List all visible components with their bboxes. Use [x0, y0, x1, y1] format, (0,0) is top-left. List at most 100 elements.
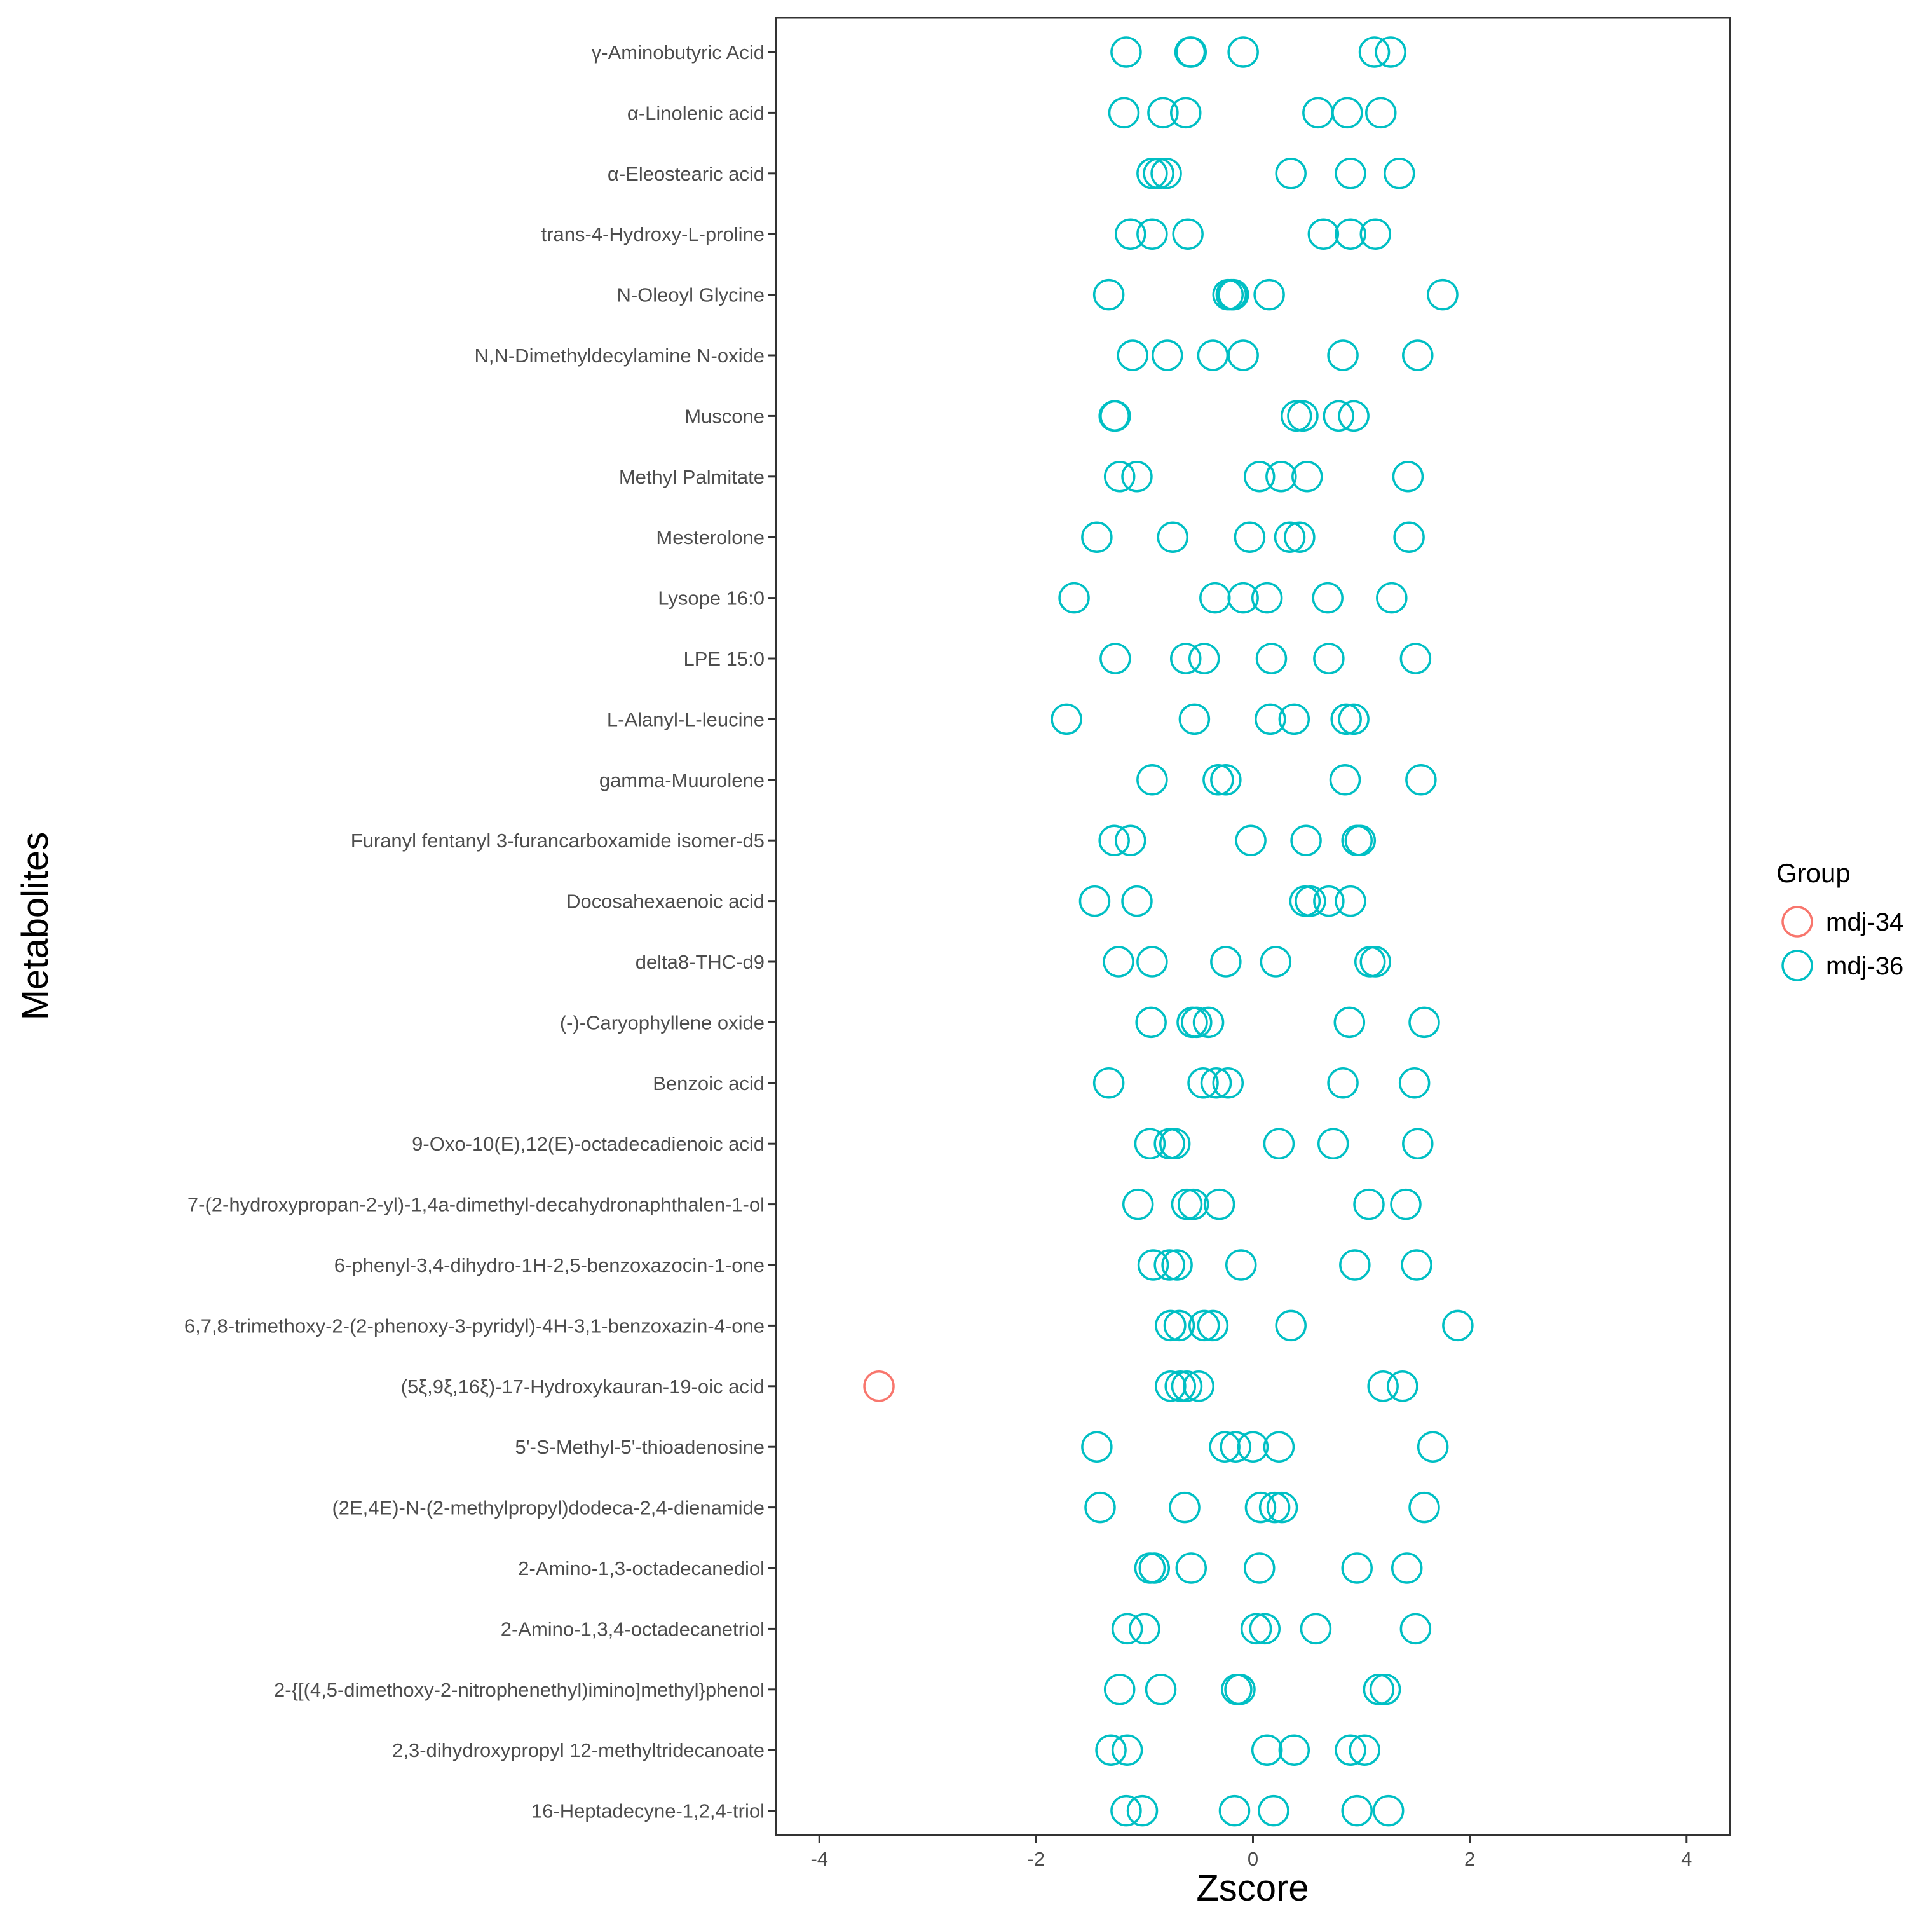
data-point	[1134, 1128, 1166, 1159]
y-tick-label: 16-Heptadecyne-1,2,4-triol	[531, 1800, 765, 1822]
data-points	[863, 36, 1474, 1827]
data-point	[1103, 1674, 1136, 1705]
data-point	[1398, 1067, 1431, 1099]
data-point	[1187, 1067, 1219, 1099]
data-point	[1115, 218, 1146, 250]
x-tick-label: 0	[1248, 1848, 1258, 1870]
data-point	[1200, 1067, 1232, 1099]
data-point	[1157, 521, 1189, 553]
data-point	[1121, 461, 1153, 493]
data-point	[1138, 1552, 1171, 1584]
x-tick-label: -2	[1028, 1848, 1045, 1870]
data-point	[1284, 521, 1316, 553]
data-point	[1295, 885, 1326, 917]
x-axis-title: Zscore	[1196, 1868, 1309, 1909]
data-point	[1243, 1552, 1276, 1584]
data-point	[1313, 885, 1345, 917]
data-point	[1344, 824, 1377, 856]
data-point	[1341, 824, 1373, 856]
data-point	[1171, 1370, 1203, 1402]
data-point	[1136, 764, 1168, 796]
data-point	[1263, 1431, 1295, 1463]
data-point	[1092, 1067, 1125, 1099]
data-point	[1129, 1613, 1160, 1645]
data-point	[1402, 1128, 1434, 1159]
legend: Group mdj-34 mdj-36	[1776, 858, 1903, 981]
y-axis-title: Metabolites	[15, 832, 56, 1021]
data-point	[1253, 278, 1285, 311]
data-point	[863, 1370, 895, 1402]
y-tick-label: 6,7,8-trimethoxy-2-(2-phenoxy-3-pyridyl)…	[184, 1315, 765, 1337]
data-point	[1327, 1067, 1359, 1099]
data-point	[1221, 1674, 1253, 1705]
data-point	[1152, 339, 1183, 371]
data-point	[1240, 1613, 1272, 1645]
data-point	[1110, 36, 1142, 68]
series-mdj-34	[863, 1370, 895, 1402]
data-point	[1287, 400, 1319, 432]
y-tick-label: 2-Amino-1,3,4-octadecanetriol	[501, 1618, 765, 1640]
data-point	[1255, 643, 1288, 674]
y-tick-label: α-Eleostearic acid	[608, 163, 765, 185]
data-point	[1117, 339, 1148, 371]
y-tick-label: delta8-THC-d9	[636, 951, 765, 973]
data-point	[1251, 1734, 1283, 1766]
data-point	[1278, 1734, 1310, 1766]
legend-entries: mdj-34 mdj-36	[1781, 906, 1903, 981]
data-point	[1175, 36, 1208, 68]
x-tick-label: -4	[810, 1848, 828, 1870]
data-point	[1181, 1006, 1213, 1039]
data-point	[1290, 824, 1322, 856]
data-point	[1197, 339, 1229, 371]
data-point	[1335, 1734, 1366, 1766]
y-tick-label: 2,3-dihydroxypropyl 12-methyltridecanoat…	[392, 1739, 765, 1761]
data-point	[1092, 278, 1125, 311]
data-point	[1220, 1431, 1251, 1463]
data-point	[1359, 946, 1391, 978]
y-tick-label: 9-Oxo-10(E),12(E)-octadecadienoic acid	[412, 1133, 765, 1155]
data-point	[1081, 521, 1113, 553]
data-point	[1375, 36, 1406, 68]
data-point	[1401, 1249, 1432, 1281]
y-tick-label: Muscone	[684, 405, 765, 427]
legend-label-mdj-36: mdj-36	[1826, 952, 1903, 980]
data-point	[1442, 1309, 1474, 1342]
data-point	[1159, 1128, 1191, 1159]
data-point	[1183, 1370, 1214, 1402]
y-axis: γ-Aminobutyric Acid α-Linolenic acid α-Ele…	[184, 41, 776, 1822]
data-point	[1192, 1006, 1225, 1039]
data-point	[1136, 158, 1168, 189]
y-tick-label: 7-(2-hydroxypropan-2-yl)-1,4a-dimethyl-d…	[187, 1194, 765, 1216]
data-point	[1258, 1794, 1289, 1827]
y-tick-label: Lysope 16:0	[658, 587, 765, 610]
data-point	[1197, 1309, 1229, 1342]
data-point	[1225, 1249, 1257, 1281]
x-axis: -4 -2 0 2 4	[810, 1835, 1692, 1870]
data-point	[1227, 582, 1259, 614]
data-point	[1135, 1006, 1167, 1039]
data-point	[1255, 703, 1286, 735]
data-point	[1210, 946, 1242, 978]
data-point	[1199, 582, 1231, 614]
data-point	[1169, 643, 1202, 674]
y-tick-label: 2-{[(4,5-dimethoxy-2-nitrophenethyl)imin…	[274, 1679, 765, 1701]
data-point	[1327, 339, 1359, 371]
data-point	[1274, 521, 1306, 553]
data-point	[1291, 461, 1323, 493]
data-point	[1341, 1794, 1373, 1827]
y-tick-label: trans-4-Hydroxy-L-proline	[541, 223, 765, 245]
data-point	[1275, 158, 1307, 189]
y-tick-label: (5ξ,9ξ,16ξ)-17-Hydroxykauran-19-oic acid	[401, 1376, 765, 1398]
legend-label-mdj-34: mdj-34	[1826, 908, 1903, 936]
data-point	[1103, 461, 1136, 493]
data-point	[1353, 1188, 1385, 1220]
data-point	[1136, 218, 1168, 250]
data-point	[1078, 885, 1111, 917]
y-tick-label: gamma-Muurolene	[599, 769, 765, 791]
data-point	[1218, 1794, 1251, 1827]
data-point	[1408, 1006, 1440, 1039]
data-point	[1210, 764, 1242, 796]
y-tick-label: (-)-Caryophyllene oxide	[560, 1011, 765, 1034]
data-point	[1399, 643, 1432, 674]
data-point	[1155, 1309, 1187, 1342]
